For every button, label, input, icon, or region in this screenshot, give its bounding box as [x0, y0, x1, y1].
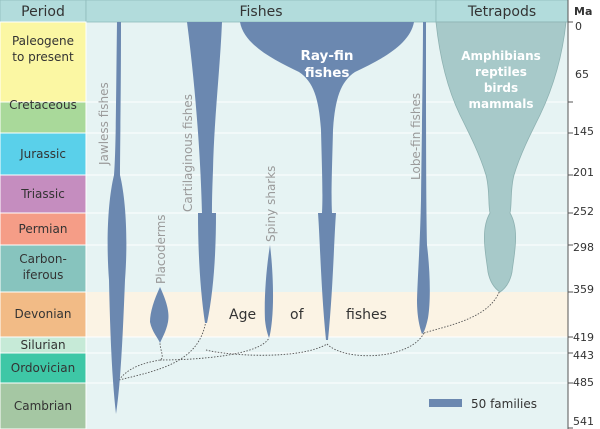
period-name: Cambrian: [14, 399, 72, 413]
ma-tick: 298: [573, 241, 594, 254]
period-name-2: iferous: [23, 268, 64, 282]
tetrapods-label-line: reptiles: [475, 65, 527, 79]
age-of-fishes-word: of: [290, 307, 305, 323]
jawless-fishes-label: Jawless fishes: [97, 82, 111, 166]
spiny-sharks-label: Spiny sharks: [264, 166, 278, 242]
period-name: Silurian: [20, 338, 65, 352]
period-cell-triassic: [0, 174, 87, 214]
period-cell-paleogene: [0, 21, 87, 103]
ma-tick: 201: [573, 166, 594, 179]
spiny-sharks-spindle: [264, 245, 274, 338]
lobe-fin-fishes-spindle: [417, 22, 430, 334]
ray-fin-fishes-label: Ray-fin: [300, 48, 353, 64]
ma-column: [568, 0, 600, 429]
period-name: Cretaceous: [9, 98, 77, 112]
period-cell-devonian: [0, 291, 87, 338]
ma-tick: 252: [573, 205, 594, 218]
period-name: Permian: [19, 222, 68, 236]
ancestry-lines: [118, 289, 501, 381]
tetrapods-label-line: mammals: [469, 97, 534, 111]
ma-tick: 541: [573, 415, 594, 428]
ma-tick: 443: [573, 349, 594, 362]
period-name: Ordovician: [11, 361, 75, 375]
legend-label: 50 families: [471, 397, 537, 411]
period-column: [0, 21, 87, 429]
ma-tick: 419: [573, 331, 594, 344]
age-of-fishes-word: fishes: [346, 307, 387, 323]
tetrapods-label-line: birds: [484, 81, 518, 95]
period-name: Paleogene: [12, 34, 74, 48]
period-name: Devonian: [15, 307, 72, 321]
period-cell-cambrian: [0, 382, 87, 429]
ma-label: Ma: [574, 5, 592, 18]
placoderms-label: Placoderms: [154, 214, 168, 284]
period-name: Triassic: [20, 187, 65, 201]
period-cell-jurassic: [0, 132, 87, 176]
ma-tick: 485: [573, 376, 594, 389]
header-fishes-label: Fishes: [240, 4, 283, 20]
period-name-2: to present: [12, 50, 74, 64]
cartilaginous-fishes-label: Cartilaginous fishes: [181, 94, 195, 212]
jawless-fishes-spindle: [107, 22, 127, 414]
placoderms-spindle: [150, 287, 169, 343]
tetrapods-spindle: [435, 21, 567, 293]
header-period-label: Period: [21, 4, 65, 20]
period-name: Carbon-: [19, 252, 67, 266]
ray-fin-fishes-label: fishes: [305, 65, 350, 81]
period-name: Jurassic: [19, 147, 66, 161]
ray-fin-fishes-spindle: [240, 22, 414, 340]
lobe-fin-fishes-label: Lobe-fin fishes: [409, 93, 423, 180]
ma-tick: 0: [575, 20, 582, 33]
ma-tick: 359: [573, 283, 594, 296]
age-of-fishes-word: Age: [229, 307, 256, 323]
ma-tick: 65: [575, 68, 589, 81]
header-tetrapods-label: Tetrapods: [467, 4, 536, 20]
cartilaginous-fishes-spindle: [187, 22, 222, 323]
period-cell-permian: [0, 212, 87, 246]
tetrapods-label-line: Amphibians: [461, 49, 541, 63]
legend-swatch: [429, 399, 462, 407]
period-cell-carboniferous: [0, 244, 87, 293]
ma-tick: 145: [573, 125, 594, 138]
ma-tick-marks: [568, 21, 573, 429]
